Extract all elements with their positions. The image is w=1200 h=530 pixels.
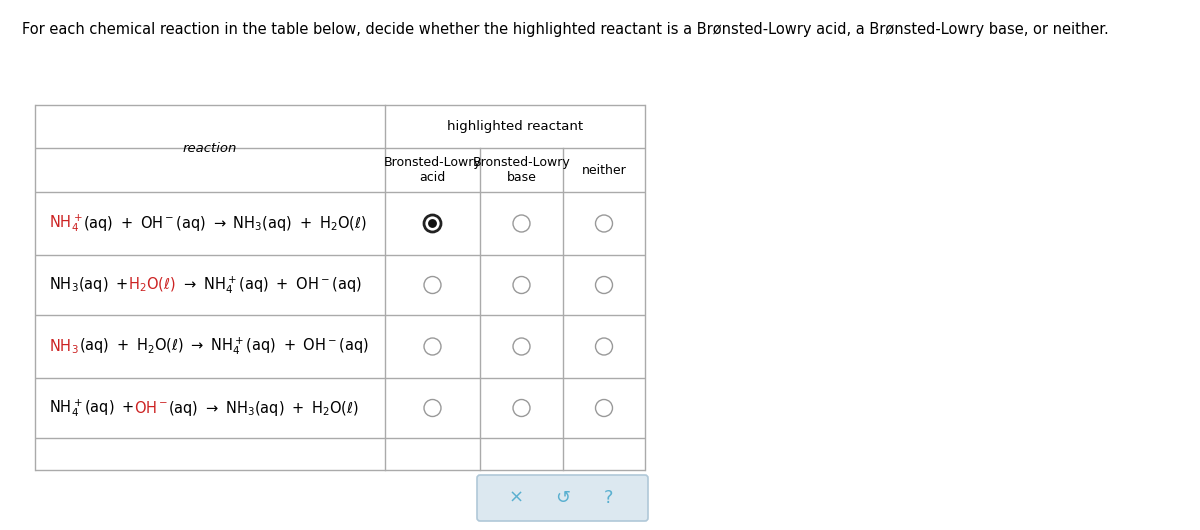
Text: reaction: reaction	[182, 142, 238, 155]
Text: ×: ×	[509, 489, 524, 507]
Text: $\mathregular{NH_4^+}$: $\mathregular{NH_4^+}$	[49, 213, 83, 234]
Text: ?: ?	[604, 489, 613, 507]
FancyBboxPatch shape	[478, 475, 648, 521]
Text: Bronsted-Lowry
acid: Bronsted-Lowry acid	[384, 156, 481, 184]
Text: $\mathregular{NH_3}$: $\mathregular{NH_3}$	[49, 337, 79, 356]
Text: $\mathregular{\ \rightarrow\ NH_4^+(aq)\ +\ OH^-(aq)}$: $\mathregular{\ \rightarrow\ NH_4^+(aq)\…	[175, 274, 361, 296]
Text: Bronsted-Lowry
base: Bronsted-Lowry base	[473, 156, 570, 184]
Text: $\mathregular{NH_4^+(aq)\ +\ }$: $\mathregular{NH_4^+(aq)\ +\ }$	[49, 397, 134, 419]
Text: $\mathregular{H_2O(\ell)}$: $\mathregular{H_2O(\ell)}$	[128, 276, 175, 294]
Text: $\mathregular{(aq)\ +\ OH^-(aq)\ \rightarrow\ NH_3(aq)\ +\ H_2O(\ell)}$: $\mathregular{(aq)\ +\ OH^-(aq)\ \righta…	[83, 214, 366, 233]
Text: $\mathregular{(aq)\ +\ H_2O(\ell)\ \rightarrow\ NH_4^+(aq)\ +\ OH^-(aq)}$: $\mathregular{(aq)\ +\ H_2O(\ell)\ \righ…	[79, 335, 368, 357]
Text: $\mathregular{(aq)\ \rightarrow\ NH_3(aq)\ +\ H_2O(\ell)}$: $\mathregular{(aq)\ \rightarrow\ NH_3(aq…	[168, 399, 359, 418]
Text: highlighted reactant: highlighted reactant	[446, 120, 583, 133]
Circle shape	[428, 219, 437, 228]
Text: $\mathregular{NH_3(aq)\ +\ }$: $\mathregular{NH_3(aq)\ +\ }$	[49, 276, 128, 295]
Text: ↺: ↺	[554, 489, 570, 507]
Text: $\mathregular{OH^-}$: $\mathregular{OH^-}$	[134, 400, 168, 416]
Text: For each chemical reaction in the table below, decide whether the highlighted re: For each chemical reaction in the table …	[22, 22, 1109, 37]
Text: neither: neither	[582, 163, 626, 176]
